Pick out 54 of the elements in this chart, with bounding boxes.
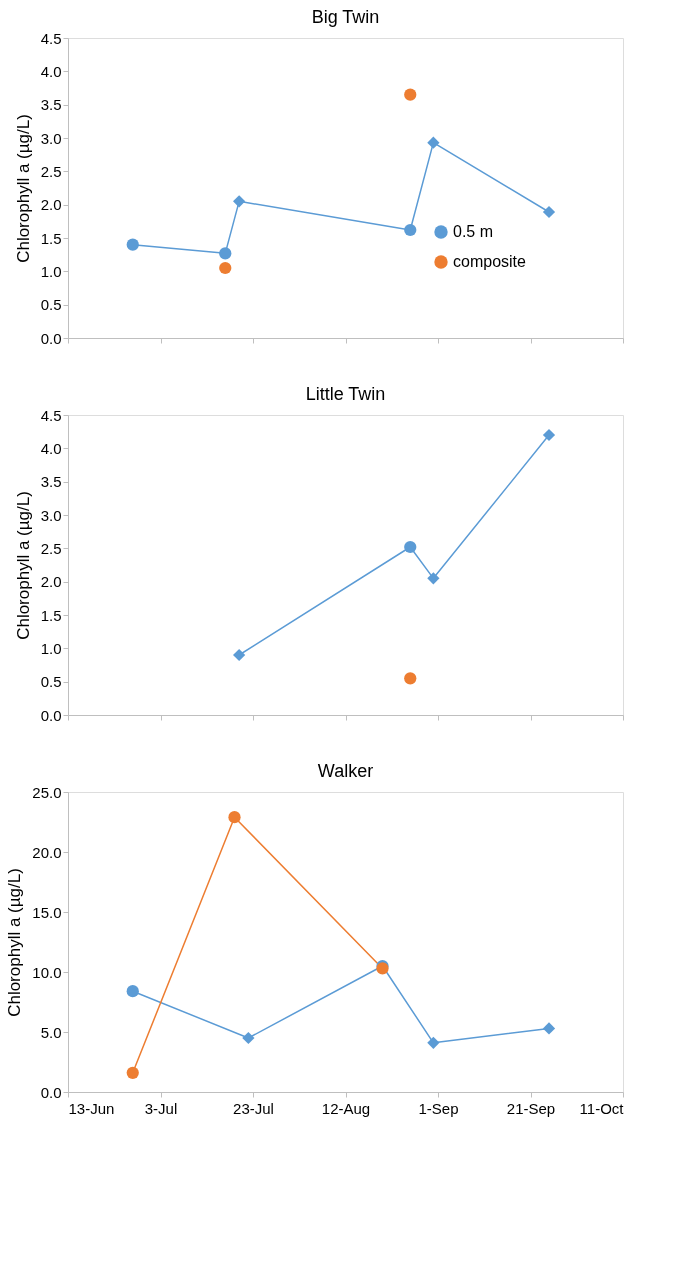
y-tick-label: 1.0 bbox=[40, 262, 62, 280]
y-tick-label: 3.0 bbox=[40, 506, 62, 524]
point bbox=[427, 572, 440, 585]
x-tick-label: 23-Jul bbox=[233, 1099, 274, 1117]
y-tick-label: 10.0 bbox=[32, 963, 62, 981]
x-tick-label: 12-Aug bbox=[321, 1099, 371, 1117]
legend-label: 0.5 m bbox=[453, 223, 494, 240]
chart-title: Big Twin bbox=[311, 7, 380, 27]
point bbox=[404, 88, 417, 101]
legend-label: composite bbox=[453, 253, 527, 270]
y-tick-label: 20.0 bbox=[32, 843, 62, 861]
y-tick-label: 0.0 bbox=[40, 329, 62, 347]
point bbox=[542, 428, 556, 442]
point bbox=[233, 648, 246, 662]
y-tick-label: 2.0 bbox=[40, 573, 62, 591]
x-tick-label: 21-Sep bbox=[506, 1099, 556, 1117]
x-tick-label: 11-Oct bbox=[579, 1099, 625, 1117]
point bbox=[219, 247, 232, 260]
y-tick-label: 3.5 bbox=[40, 473, 62, 491]
y-tick-label: 2.0 bbox=[40, 196, 62, 214]
y-tick-label: 0.5 bbox=[40, 296, 62, 314]
point bbox=[404, 540, 417, 554]
y-axis-title: Chlorophyll a (µg/L) bbox=[13, 114, 33, 263]
point bbox=[427, 136, 440, 149]
y-tick-label: 5.0 bbox=[40, 1023, 62, 1041]
point bbox=[404, 672, 417, 685]
y-tick-label: 3.0 bbox=[40, 129, 62, 147]
point bbox=[126, 238, 139, 251]
y-tick-label: 2.5 bbox=[40, 539, 62, 557]
y-tick-label: 1.5 bbox=[40, 229, 62, 247]
chart-title: Walker bbox=[317, 761, 374, 781]
point bbox=[404, 223, 417, 237]
x-tick-label: 1-Sep bbox=[418, 1099, 459, 1117]
point bbox=[219, 261, 232, 275]
point bbox=[542, 205, 556, 219]
y-tick-label: 3.5 bbox=[40, 96, 62, 114]
y-tick-label: 2.5 bbox=[40, 162, 62, 180]
y-tick-label: 1.5 bbox=[40, 606, 62, 624]
y-axis-title: Chlorophyll a (µg/L) bbox=[5, 868, 25, 1017]
y-tick-label: 4.0 bbox=[40, 439, 62, 457]
y-tick-label: 0.5 bbox=[40, 673, 62, 691]
y-tick-label: 4.0 bbox=[40, 62, 62, 80]
point bbox=[233, 195, 246, 208]
y-tick-label: 25.0 bbox=[32, 783, 62, 801]
y-tick-label: 4.5 bbox=[40, 29, 62, 47]
chart-title: Little Twin bbox=[305, 384, 386, 404]
x-tick-label: 3-Jul bbox=[144, 1099, 178, 1117]
y-tick-label: 4.5 bbox=[40, 406, 62, 424]
x-tick-label: 13-Jun bbox=[68, 1099, 115, 1117]
y-tick-label: 15.0 bbox=[32, 903, 62, 921]
y-axis-title: Chlorophyll a (µg/L) bbox=[13, 491, 33, 640]
y-tick-label: 0.0 bbox=[40, 1083, 62, 1101]
y-tick-label: 1.0 bbox=[40, 639, 62, 657]
y-tick-label: 0.0 bbox=[40, 706, 62, 724]
